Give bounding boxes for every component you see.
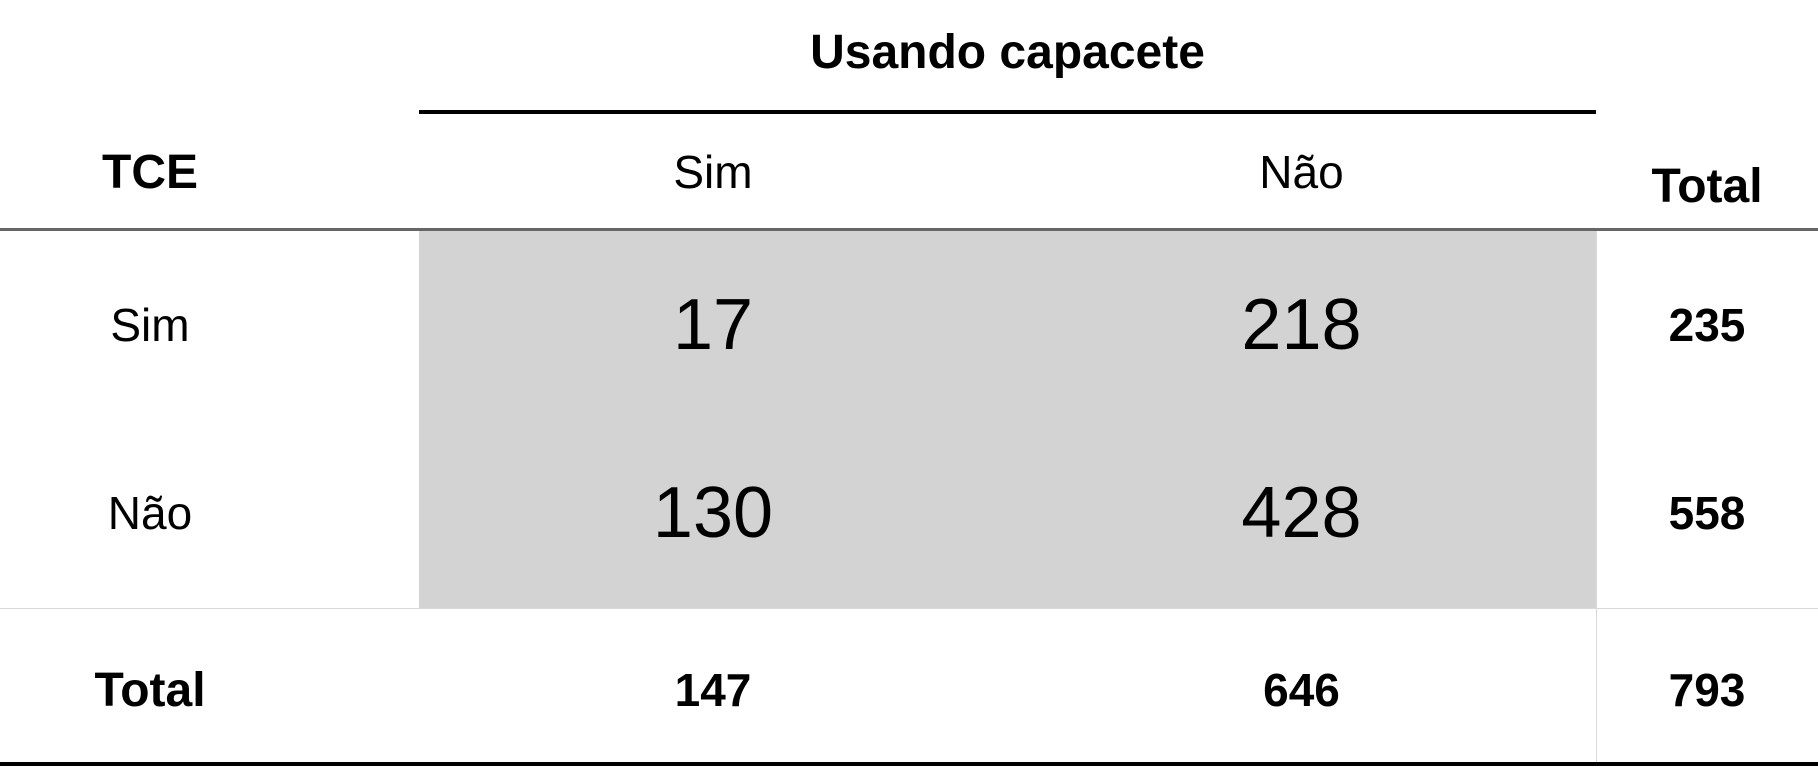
- row-label-nao: Não: [107, 487, 193, 539]
- column-header-nao: Não: [1259, 146, 1344, 198]
- row-total-nao: 558: [1668, 487, 1746, 539]
- row-header-tce: TCE: [102, 145, 198, 199]
- column-header-sim: Sim: [673, 146, 753, 198]
- totals-separator: [0, 608, 1818, 609]
- grand-total: 793: [1668, 664, 1746, 716]
- totals-row-label: Total: [94, 663, 206, 717]
- cell-sim-nao: 218: [1241, 285, 1362, 365]
- spanner-rule: [419, 110, 1596, 114]
- bottom-rule: [0, 762, 1818, 766]
- total-column-separator: [1596, 231, 1597, 763]
- cell-nao-nao: 428: [1241, 473, 1362, 553]
- spanner-header: Usando capacete: [810, 25, 1205, 79]
- column-total-sim: 147: [674, 664, 752, 716]
- row-label-sim: Sim: [110, 299, 190, 351]
- header-rule: [0, 228, 1818, 231]
- column-header-total: Total: [1651, 159, 1763, 213]
- shaded-cell-block: [419, 231, 1596, 608]
- cell-sim-sim: 17: [672, 285, 754, 365]
- row-total-sim: 235: [1668, 299, 1746, 351]
- column-total-nao: 646: [1263, 664, 1340, 716]
- cell-nao-sim: 130: [652, 473, 774, 553]
